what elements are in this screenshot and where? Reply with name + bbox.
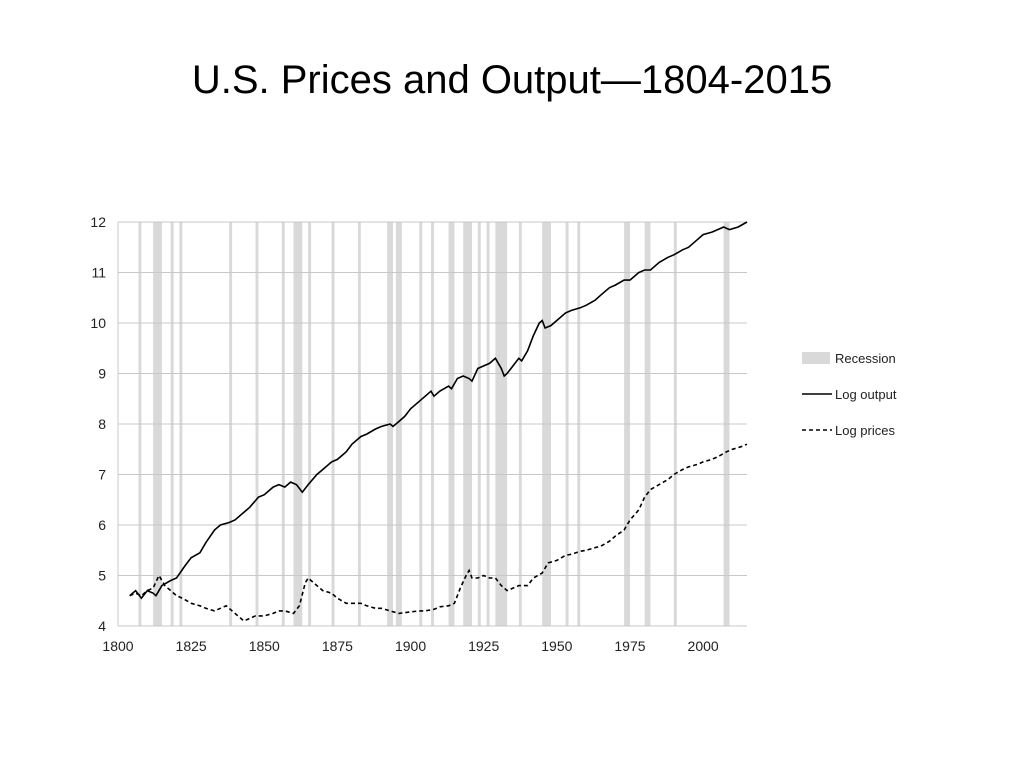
y-tick-label: 6 xyxy=(98,517,106,533)
gridlines xyxy=(117,221,747,627)
y-tick-label: 11 xyxy=(91,265,106,281)
x-tick-label: 1900 xyxy=(395,638,426,654)
x-tick-label: 1825 xyxy=(176,638,207,654)
x-tick-label: 1850 xyxy=(249,638,280,654)
log-output-line xyxy=(129,221,748,600)
y-tick-label: 9 xyxy=(98,366,106,382)
legend-label: Log output xyxy=(835,387,897,402)
x-tick-label: 1875 xyxy=(322,638,353,654)
y-tick-label: 8 xyxy=(98,416,106,432)
y-tick-label: 10 xyxy=(90,315,106,331)
series-lines xyxy=(129,221,748,622)
slide-title: U.S. Prices and Output—1804-2015 xyxy=(191,58,833,102)
y-tick-label: 5 xyxy=(98,568,106,584)
legend: Recession Log output Log prices xyxy=(802,351,897,438)
legend-swatch-recession xyxy=(802,352,830,364)
y-tick-label: 12 xyxy=(90,214,106,230)
y-tick-label: 7 xyxy=(98,467,106,483)
log-prices-line xyxy=(129,443,748,622)
y-tick-label: 4 xyxy=(98,618,106,634)
x-tick-label: 1975 xyxy=(614,638,645,654)
x-tick-label: 1950 xyxy=(541,638,572,654)
x-tick-label: 1800 xyxy=(102,638,133,654)
x-tick-label: 2000 xyxy=(688,638,719,654)
legend-label: Recession xyxy=(835,351,896,366)
axis-ticks: 4 5 6 7 8 9 10 11 12 1800 1825 1850 1875 1900 1925 1950… xyxy=(90,214,718,654)
x-tick-label: 1925 xyxy=(468,638,499,654)
legend-label: Log prices xyxy=(835,423,895,438)
